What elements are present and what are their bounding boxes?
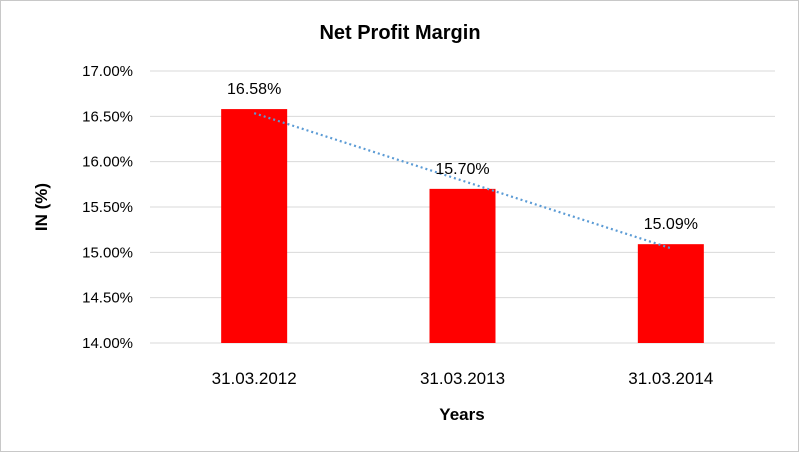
x-category-label: 31.03.2012 [212, 369, 297, 388]
y-axis-title: IN (%) [32, 183, 51, 231]
x-axis-categories: 31.03.2012 31.03.2013 31.03.2014 [212, 369, 714, 388]
x-category-label: 31.03.2014 [628, 369, 713, 388]
bar [221, 109, 288, 343]
y-axis-ticks: 14.00% 14.50% 15.00% 15.50% 16.00% 16.50% 17.0… [82, 63, 133, 352]
chart-title: Net Profit Margin [319, 22, 480, 44]
bar [637, 244, 704, 343]
data-label: 15.70% [435, 161, 489, 178]
bar [429, 188, 496, 343]
y-tick-label: 15.00% [82, 244, 133, 261]
data-label: 15.09% [644, 216, 698, 233]
bars [221, 109, 704, 343]
y-tick-label: 16.00% [82, 154, 133, 171]
y-tick-label: 14.50% [82, 290, 133, 307]
y-tick-label: 17.00% [82, 63, 133, 80]
data-label: 16.58% [227, 81, 281, 98]
x-axis-title: Years [439, 405, 484, 424]
data-labels: 16.58% 15.70% 15.09% [227, 81, 698, 233]
x-category-label: 31.03.2013 [420, 369, 505, 388]
y-tick-label: 16.50% [82, 108, 133, 125]
trendline [253, 112, 672, 250]
trendline-line [253, 112, 672, 250]
y-tick-label: 15.50% [82, 199, 133, 216]
y-tick-label: 14.00% [82, 335, 133, 352]
